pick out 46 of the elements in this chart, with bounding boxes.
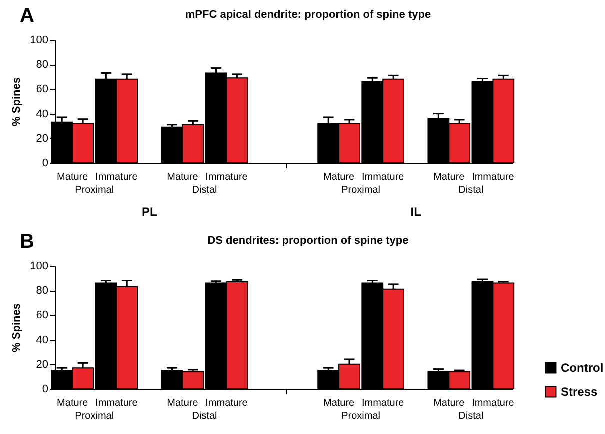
y-tick-label: 60 [36,84,48,96]
x-tick-label: Immature [96,398,138,409]
y-axis-title: % Spines [11,78,24,126]
chart-title: mPFC apical dendrite: proportion of spine type [185,9,432,21]
x-tick-label: Immature [472,398,515,409]
x-tick-label: Immature [472,172,515,183]
y-tick-label: 100 [30,260,48,272]
x-tick-label: Mature [167,398,199,409]
y-tick-label: 60 [36,310,48,322]
x-tick-label: Mature [434,172,466,183]
y-tick-label: 20 [36,132,48,145]
x-tick-label: Mature [323,398,356,409]
text: Proximal [75,411,114,422]
y-tick-label: 80 [36,285,48,298]
text: Distal [458,411,484,422]
x-tick-label: Mature [323,172,356,183]
legend-label: Stress [561,385,598,399]
text: Proximal [75,185,114,196]
y-axis-title: % Spines [11,304,24,352]
x-tick-label: Mature [57,398,89,409]
text: A [20,5,34,27]
x-tick-label: Immature [206,398,248,409]
x-tick-label: Immature [362,398,405,409]
text: PL [142,205,158,219]
x-tick-label: Mature [167,172,199,183]
text: Proximal [342,185,381,196]
text: IL [410,205,422,219]
text: Distal [192,185,218,196]
y-tick-label: 20 [36,358,48,371]
y-tick-label: 0 [42,384,48,396]
y-tick-label: 40 [36,108,48,120]
x-tick-label: Immature [206,172,248,183]
y-tick-label: 0 [42,158,48,170]
text: B [20,231,34,253]
text: Distal [192,411,218,422]
x-tick-label: Immature [362,172,405,183]
y-tick-label: 100 [30,34,48,46]
x-tick-label: Mature [57,172,89,183]
legend-label: Control [561,361,604,375]
y-tick-label: 40 [36,334,48,346]
text: Distal [458,185,484,196]
x-tick-label: Mature [434,398,466,409]
x-tick-label: Immature [96,172,138,183]
chart-title: DS dendrites: proportion of spine type [208,235,409,247]
y-tick-label: 80 [36,59,48,72]
text: Proximal [342,411,381,422]
